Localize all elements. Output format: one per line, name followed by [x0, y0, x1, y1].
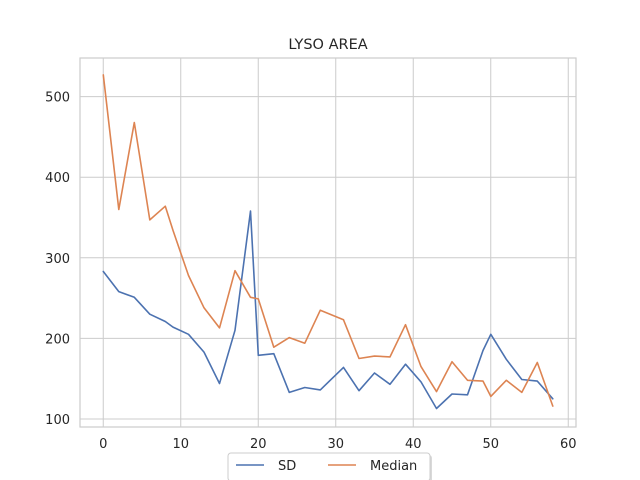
legend-label-sd: SD: [278, 459, 296, 474]
x-tick-label: 0: [99, 437, 107, 452]
y-tick-label: 400: [45, 171, 70, 186]
axes-frame: [79, 57, 577, 428]
chart-title: LYSO AREA: [288, 37, 367, 53]
x-tick-label: 30: [327, 437, 344, 452]
series-line-median: [102, 74, 554, 407]
series-line-sd: [102, 210, 554, 410]
legend-label-median: Median: [370, 459, 417, 474]
y-tick-label: 300: [45, 252, 70, 267]
y-tick-label: 500: [45, 91, 70, 106]
legend: SD Median: [227, 452, 432, 480]
x-tick-label: 40: [405, 437, 422, 452]
y-tick-label: 200: [45, 332, 70, 347]
y-tick-label: 100: [45, 413, 70, 428]
x-tick-label: 20: [250, 437, 267, 452]
legend-box: [227, 452, 431, 480]
x-tick-label: 10: [172, 437, 189, 452]
x-tick-label: 50: [482, 437, 499, 452]
x-tick-label: 60: [560, 437, 577, 452]
plot-area: 0 10 20 30 40 50 60 100 200 300 400 500: [45, 57, 577, 452]
